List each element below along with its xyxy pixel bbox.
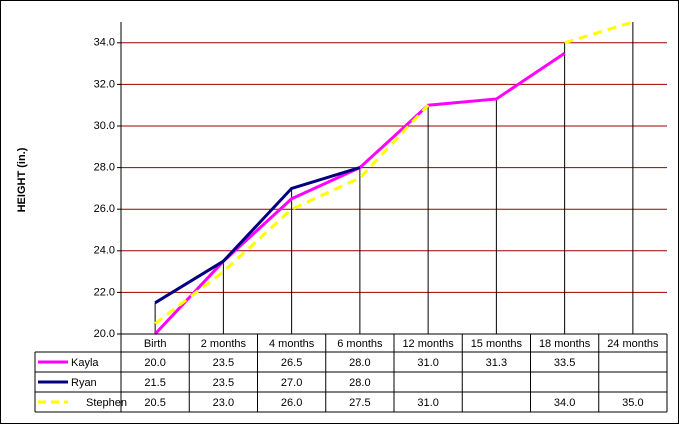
y-tick-label: 32.0 <box>94 78 115 90</box>
legend-label: Stephen <box>86 397 127 409</box>
x-tick-label: 24 months <box>607 338 659 350</box>
y-tick-label: 30.0 <box>94 120 115 132</box>
table-value: 23.5 <box>213 377 234 389</box>
table-value: 26.0 <box>281 397 302 409</box>
series-line <box>154 166 361 305</box>
table-value: 31.3 <box>486 357 507 369</box>
y-tick-label: 20.0 <box>94 328 115 340</box>
table-value: 23.0 <box>213 397 234 409</box>
x-tick-label: 6 months <box>337 338 383 350</box>
table-value: 21.5 <box>144 377 165 389</box>
series-line <box>154 20 634 325</box>
x-tick-label: Birth <box>144 338 167 350</box>
table-value: 20.0 <box>144 357 165 369</box>
table-value: 20.5 <box>144 397 165 409</box>
y-axis-label: HEIGHT (in.) <box>16 147 28 212</box>
table-value: 34.0 <box>554 397 575 409</box>
table-value: 23.5 <box>213 357 234 369</box>
table-value: 28.0 <box>349 357 370 369</box>
y-tick-label: 28.0 <box>94 162 115 174</box>
y-tick-label: 24.0 <box>94 245 115 257</box>
x-tick-label: 4 months <box>269 338 315 350</box>
x-tick-label: 12 months <box>402 338 454 350</box>
x-tick-label: 2 months <box>201 338 247 350</box>
table-value: 27.0 <box>281 377 302 389</box>
table-value: 35.0 <box>622 397 643 409</box>
y-tick-label: 22.0 <box>94 286 115 298</box>
x-tick-label: 15 months <box>471 338 523 350</box>
table-value: 28.0 <box>349 377 370 389</box>
table-value: 31.0 <box>417 357 438 369</box>
table-value: 26.5 <box>281 357 302 369</box>
legend-label: Kayla <box>71 357 99 369</box>
y-tick-label: 34.0 <box>94 37 115 49</box>
y-tick-label: 26.0 <box>94 203 115 215</box>
legend-label: Ryan <box>71 377 97 389</box>
table-value: 33.5 <box>554 357 575 369</box>
x-tick-label: 18 months <box>539 338 591 350</box>
table-value: 27.5 <box>349 397 370 409</box>
table-value: 31.0 <box>417 397 438 409</box>
